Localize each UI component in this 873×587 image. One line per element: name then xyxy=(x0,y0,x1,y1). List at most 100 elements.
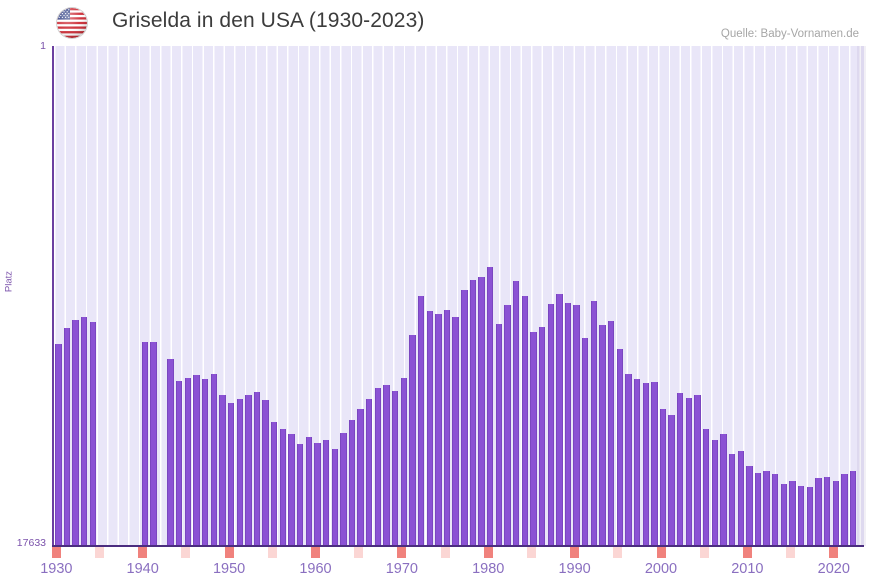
bar xyxy=(737,451,744,546)
x-axis-tick-major xyxy=(656,547,666,558)
bar xyxy=(55,343,62,546)
x-axis-tick-major xyxy=(742,547,752,558)
bar xyxy=(780,484,788,546)
bar xyxy=(728,454,736,546)
bar xyxy=(141,342,148,546)
plot-area xyxy=(52,46,866,546)
bar xyxy=(702,428,710,546)
y-axis-bottom-tick-label: 17633 xyxy=(16,537,46,549)
bar xyxy=(314,442,321,546)
x-axis-tick-minor xyxy=(526,547,536,558)
bar xyxy=(547,304,554,546)
bar xyxy=(461,289,468,546)
bar xyxy=(271,421,278,546)
bar xyxy=(210,373,217,546)
x-axis: 1930 1940 1950 1960 1970 1980 1990 2000 2010 2020 xyxy=(40,547,864,587)
bar xyxy=(305,437,313,546)
bar xyxy=(746,465,753,546)
bar xyxy=(262,400,269,546)
bar xyxy=(443,309,451,546)
x-axis-tick-minor xyxy=(181,547,191,558)
bar xyxy=(763,471,770,546)
x-axis-tick-minor xyxy=(354,547,364,558)
x-axis-tick-label: 1960 xyxy=(299,561,332,577)
bar xyxy=(478,277,485,546)
x-axis-tick-label: 2020 xyxy=(817,561,850,577)
bar xyxy=(236,399,243,546)
x-axis-tick-major xyxy=(224,547,234,558)
bar xyxy=(331,448,338,546)
bar xyxy=(556,294,563,546)
bar xyxy=(392,390,399,546)
bar xyxy=(219,394,226,546)
bar xyxy=(582,338,589,546)
x-axis-baseline xyxy=(52,545,864,547)
bar xyxy=(668,414,675,546)
chart-header: Griselda in den USA (1930-2023) Quelle: … xyxy=(0,0,873,46)
bar xyxy=(417,295,425,546)
bar xyxy=(400,377,408,546)
bar xyxy=(512,281,520,546)
bar xyxy=(720,434,727,546)
bar xyxy=(495,323,503,546)
bar-series xyxy=(54,46,866,546)
y-axis-top-tick-label: 1 xyxy=(40,40,46,52)
bar xyxy=(288,434,295,546)
bar xyxy=(599,325,606,546)
bar xyxy=(176,380,183,546)
bar xyxy=(823,477,831,546)
bar xyxy=(72,319,79,546)
bar xyxy=(150,342,157,546)
x-axis-tick-major xyxy=(397,547,407,558)
y-axis-title: Platz xyxy=(3,270,15,293)
bar xyxy=(487,267,494,546)
bar xyxy=(227,403,235,546)
bar xyxy=(89,322,97,546)
bar xyxy=(279,428,287,546)
bar xyxy=(81,316,88,546)
x-axis-tick-major xyxy=(570,547,580,558)
bar xyxy=(348,420,356,546)
x-axis-tick-label: 1980 xyxy=(472,561,505,577)
bar xyxy=(357,408,364,546)
bar xyxy=(772,474,779,546)
bar xyxy=(711,440,719,546)
bar xyxy=(245,394,252,546)
bar xyxy=(564,302,572,546)
x-axis-tick-label: 1930 xyxy=(40,561,73,577)
x-axis-tick-major xyxy=(138,547,148,558)
bar xyxy=(841,474,848,546)
bar xyxy=(521,295,528,546)
x-axis-tick-minor xyxy=(95,547,104,558)
bar xyxy=(409,335,416,546)
bar xyxy=(538,326,546,546)
bar xyxy=(677,393,684,546)
bar xyxy=(167,359,174,546)
bar xyxy=(573,305,580,546)
bar xyxy=(296,444,304,546)
bar xyxy=(340,433,347,546)
x-axis-tick-label: 1950 xyxy=(212,561,246,577)
bar xyxy=(322,440,330,546)
bar xyxy=(426,311,433,546)
x-axis-tick-minor xyxy=(699,547,709,558)
bar xyxy=(383,384,390,546)
bar xyxy=(798,485,805,546)
bar xyxy=(659,408,667,546)
bar xyxy=(435,313,442,546)
x-axis-tick-minor xyxy=(440,547,450,558)
bar xyxy=(789,481,796,546)
bar xyxy=(806,486,814,546)
x-axis-tick-label: 1990 xyxy=(558,561,591,577)
bar xyxy=(625,373,632,546)
source-attribution: Quelle: Baby-Vornamen.de xyxy=(720,28,859,40)
bar xyxy=(374,387,382,546)
x-axis-tick-label: 1940 xyxy=(126,561,159,577)
x-axis-tick-minor xyxy=(613,547,623,558)
page-title: Griselda in den USA (1930-2023) xyxy=(112,9,425,32)
bar xyxy=(590,301,598,546)
bar xyxy=(452,316,459,546)
x-axis-tick-minor xyxy=(786,547,796,558)
x-axis-tick-major xyxy=(483,547,493,558)
bar xyxy=(504,305,511,546)
